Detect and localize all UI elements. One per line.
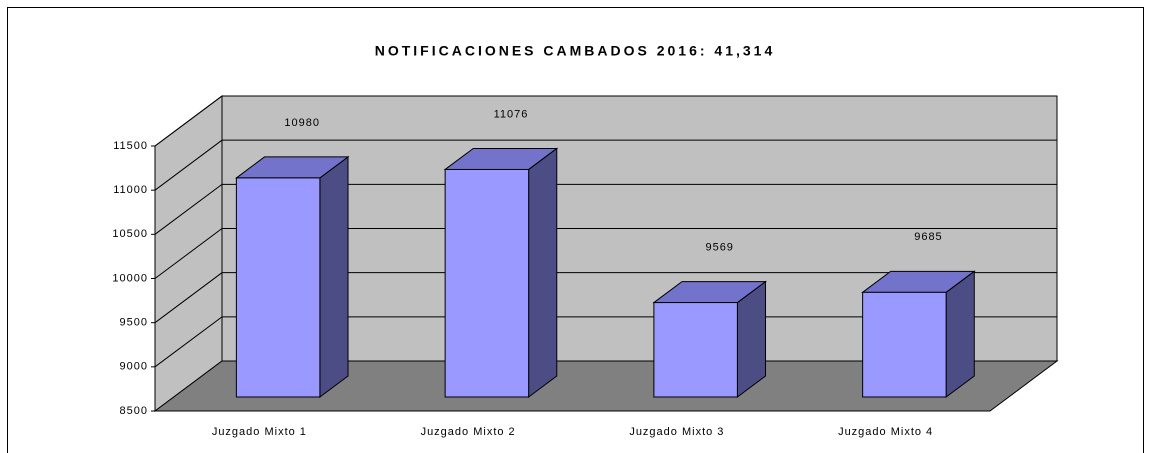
grid-line (154, 228, 1057, 279)
y-tick-label: 9500 (120, 317, 148, 329)
bar (235, 177, 321, 398)
x-tick-label: Juzgado Mixto 1 (212, 426, 307, 438)
grid-line (154, 183, 1057, 235)
bar (653, 302, 738, 398)
bar (862, 291, 947, 398)
bar-side (319, 155, 349, 398)
data-label: 10980 (284, 117, 320, 129)
bar-side (528, 147, 558, 398)
x-tick-label: Juzgado Mixto 2 (421, 426, 516, 438)
data-label: 9685 (914, 231, 942, 243)
chart-title: NOTIFICACIONES CAMBADOS 2016: 41,314 (375, 43, 776, 59)
data-label: 11076 (494, 108, 529, 120)
y-tick-label: 11000 (113, 184, 148, 196)
x-tick-label: Juzgado Mixto 4 (838, 426, 933, 438)
y-tick-label: 10000 (112, 272, 148, 284)
grid-line (154, 272, 1057, 324)
grid-line (154, 316, 1057, 368)
grid-line (154, 95, 1057, 147)
grid-line (154, 139, 1057, 191)
bar-side (945, 270, 975, 398)
y-tick-label: 11500 (113, 140, 148, 152)
y-tick-label: 8500 (120, 405, 148, 417)
x-tick-label: Juzgado Mixto 3 (629, 426, 724, 438)
y-tick-label: 10500 (112, 228, 148, 240)
y-tick-label: 9000 (120, 361, 148, 373)
bar (444, 168, 530, 398)
data-label: 9569 (705, 241, 733, 253)
